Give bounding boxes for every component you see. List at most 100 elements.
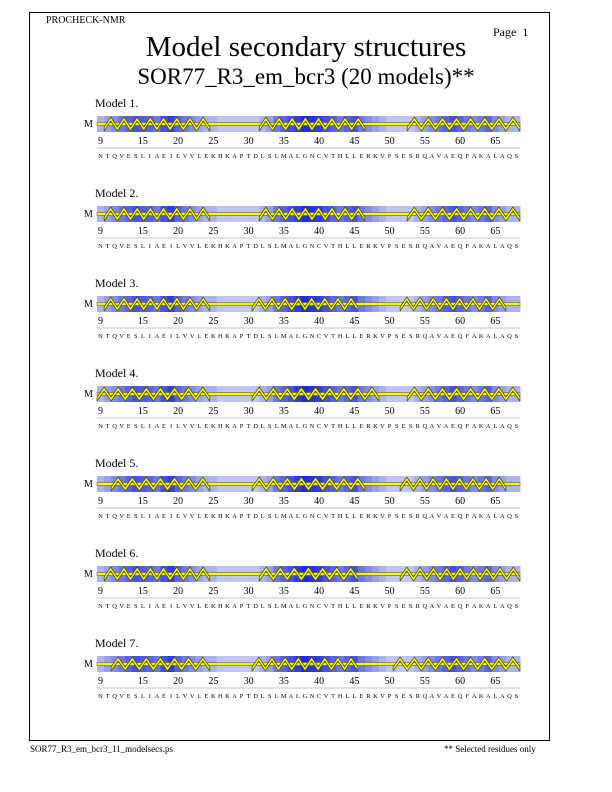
sequence-letter: R	[416, 333, 421, 340]
residue-tick-label: 35	[279, 496, 289, 507]
sequence-letter: A	[500, 603, 505, 610]
sequence-letter: N	[310, 423, 315, 430]
model-block: Model 4. M 9 15 20 25 30 35 40 45 50 55 60 65 N T Q V E S L I…	[84, 366, 524, 446]
sequence-letter: G	[303, 333, 308, 340]
coil-band	[96, 572, 521, 576]
sequence-letter: E	[402, 513, 406, 520]
sequence-letter: A	[430, 243, 435, 250]
residue-tick-label: 55	[420, 406, 430, 417]
sequence-letter: V	[183, 423, 188, 430]
sequence-letter: S	[134, 603, 138, 610]
sequence-letter: K	[211, 693, 216, 700]
sequence-letter: L	[176, 513, 180, 520]
residue-tick-label: 60	[455, 586, 465, 597]
sequence-letter: S	[409, 513, 413, 520]
sequence-letter: K	[211, 423, 216, 430]
sequence-letter: L	[275, 153, 279, 160]
sequence-letter: S	[395, 423, 399, 430]
helix-ribbon	[103, 116, 211, 132]
residue-tick-label: 35	[279, 676, 289, 687]
sequence-letter: S	[515, 153, 519, 160]
sequence-letter: V	[119, 423, 124, 430]
sequence-letter: V	[324, 333, 329, 340]
sequence-letter: S	[395, 693, 399, 700]
sequence-letter: K	[211, 513, 216, 520]
sequence-letter: N	[310, 243, 315, 250]
sequence-letter: P	[388, 603, 392, 610]
sequence-letter: E	[359, 333, 363, 340]
sequence-letter: H	[218, 693, 223, 700]
model-label: Model 5.	[95, 456, 139, 470]
helix-ribbon	[251, 296, 359, 312]
sequence-letter: H	[218, 513, 223, 520]
sequence-letter: H	[338, 243, 343, 250]
residue-tick-label: 9	[98, 496, 103, 507]
residue-tick-label: 40	[314, 586, 324, 597]
sequence-letter: K	[225, 243, 230, 250]
sequence-letter: E	[451, 153, 455, 160]
sequence-letter: N	[98, 333, 103, 340]
sequence-letter: G	[303, 603, 308, 610]
sequence-letter: L	[141, 693, 145, 700]
sequence-letter: Q	[458, 423, 463, 430]
sequence-letter: E	[359, 693, 363, 700]
sequence-letter: L	[493, 153, 497, 160]
helix-ribbon	[103, 206, 211, 222]
sequence-letter: E	[451, 333, 455, 340]
sequence-letter: V	[183, 333, 188, 340]
sequence-letter: C	[317, 603, 321, 610]
sequence-letter: E	[451, 513, 455, 520]
sequence-letter: E	[204, 153, 208, 160]
sequence-letter: Q	[507, 423, 512, 430]
residue-tick-label: 60	[455, 136, 465, 147]
residue-tick-label: 25	[208, 136, 218, 147]
sequence-letter: M	[281, 153, 287, 160]
sequence-letter: G	[303, 513, 308, 520]
sequence-letter: A	[232, 693, 237, 700]
residue-tick-label: 15	[138, 676, 148, 687]
residue-tick-label: 30	[244, 406, 254, 417]
residue-tick-label: 50	[385, 586, 395, 597]
sequence-letter: S	[515, 513, 519, 520]
sequence-letter: A	[500, 333, 505, 340]
sequence-letter: A	[289, 153, 294, 160]
sequence-letter: L	[176, 243, 180, 250]
sequence-letter: R	[366, 513, 371, 520]
sequence-letter: P	[388, 243, 392, 250]
sequence-letter: V	[190, 603, 195, 610]
sequence-letter: V	[190, 423, 195, 430]
residue-tick-label: 65	[490, 676, 500, 687]
secondary-structure-plot: M9 15 20 25 30 35 40 45 50 55 60 65N T Q V E S L I A E I L V V L E…	[84, 386, 521, 430]
sequence-letter: H	[338, 333, 343, 340]
sequence-letter: H	[338, 153, 343, 160]
sequence-letter: L	[261, 603, 265, 610]
helix-ribbon	[406, 386, 521, 402]
secondary-structure-plot: M9 15 20 25 30 35 40 45 50 55 60 65N T Q V E S L I A E I L V V L E…	[84, 476, 521, 520]
sequence-letter: E	[162, 423, 166, 430]
sequence-letter: S	[268, 513, 272, 520]
sequence-letter: Q	[112, 333, 117, 340]
secondary-structure-plot: M9 15 20 25 30 35 40 45 50 55 60 65N T Q V E S L I A E I L V V L E…	[84, 116, 521, 160]
sequence-letter: A	[486, 423, 491, 430]
residue-tick-label: 35	[279, 316, 289, 327]
sequence-letter: S	[515, 333, 519, 340]
sequence-letter: A	[430, 333, 435, 340]
sequence-letter: K	[225, 513, 230, 520]
sequence-letter: A	[155, 603, 160, 610]
sequence-letter: P	[240, 243, 244, 250]
residue-tick-label: 50	[385, 496, 395, 507]
model-marker: M	[84, 209, 93, 220]
sequence-letter: L	[141, 243, 145, 250]
sequence-letter: V	[119, 243, 124, 250]
sequence-letter: H	[338, 693, 343, 700]
sequence-letter: L	[296, 153, 300, 160]
sequence-letter: R	[366, 333, 371, 340]
sequence-letter: Q	[507, 243, 512, 250]
sequence-letter: E	[204, 243, 208, 250]
sequence-letter: A	[232, 243, 237, 250]
sequence-letter: V	[183, 153, 188, 160]
sequence-letter: E	[162, 333, 166, 340]
sequence-letter: I	[149, 603, 151, 610]
footer-note: ** Selected residues only	[444, 744, 536, 754]
residue-tick-label: 30	[244, 136, 254, 147]
